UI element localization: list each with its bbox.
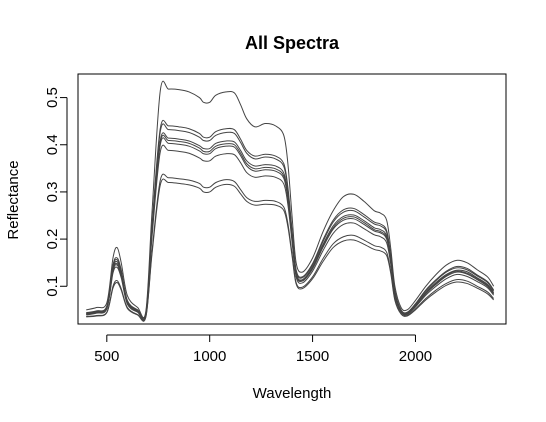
x-tick-label: 500	[94, 348, 119, 365]
y-tick-label: 0.5	[44, 87, 61, 108]
plot-frame	[77, 73, 507, 325]
y-tick-label: 0.1	[44, 276, 61, 297]
spectrum-line-1	[86, 80, 495, 318]
spectrum-line-9	[86, 178, 495, 322]
y-axis-label: Reflectance	[5, 160, 22, 239]
x-axis: 500 1000 1500 2000	[94, 334, 432, 365]
chart-title: All Spectra	[245, 33, 340, 53]
y-axis: 0.1 0.2 0.3 0.4 0.5	[44, 87, 68, 297]
spectrum-line-7	[86, 144, 495, 321]
spectra-lines	[86, 80, 495, 322]
y-tick-label: 0.2	[44, 229, 61, 250]
x-tick-label: 2000	[399, 348, 432, 365]
x-tick-label: 1000	[193, 348, 226, 365]
x-axis-label: Wavelength	[253, 385, 332, 402]
x-tick-label: 1500	[296, 348, 329, 365]
y-tick-label: 0.3	[44, 181, 61, 202]
y-tick-label: 0.4	[44, 134, 61, 155]
